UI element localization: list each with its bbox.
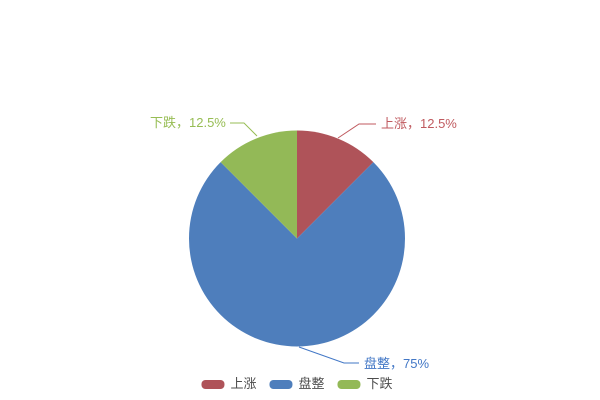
- leader-line-rise: [337, 123, 376, 139]
- pie-slice-rise[interactable]: [297, 130, 374, 239]
- pie-slice-fall[interactable]: [220, 130, 297, 239]
- leader-line-fall: [230, 122, 258, 137]
- pie-slice-consolidation[interactable]: [189, 162, 405, 347]
- legend: 上涨 盘整 下跌: [201, 376, 393, 391]
- legend-marker-rise-swatch: [201, 379, 225, 389]
- leader-line-consolidation: [298, 346, 359, 364]
- slice-label-consolidation: 盘整，75%: [364, 356, 430, 371]
- slice-label-fall: 下跌，12.5%: [150, 115, 226, 130]
- legend-marker-consolidation-swatch: [269, 379, 293, 389]
- legend-label-consolidation: 盘整: [298, 376, 325, 391]
- legend-item-fall[interactable]: 下跌: [337, 376, 393, 391]
- legend-item-rise[interactable]: 上涨: [201, 377, 256, 391]
- legend-marker-fall-swatch: [337, 379, 361, 389]
- legend-item-consolidation[interactable]: 盘整: [269, 376, 325, 391]
- slice-label-rise: 上涨，12.5%: [381, 116, 457, 131]
- legend-label-rise: 上涨: [230, 376, 257, 391]
- legend-label-fall: 下跌: [366, 376, 393, 391]
